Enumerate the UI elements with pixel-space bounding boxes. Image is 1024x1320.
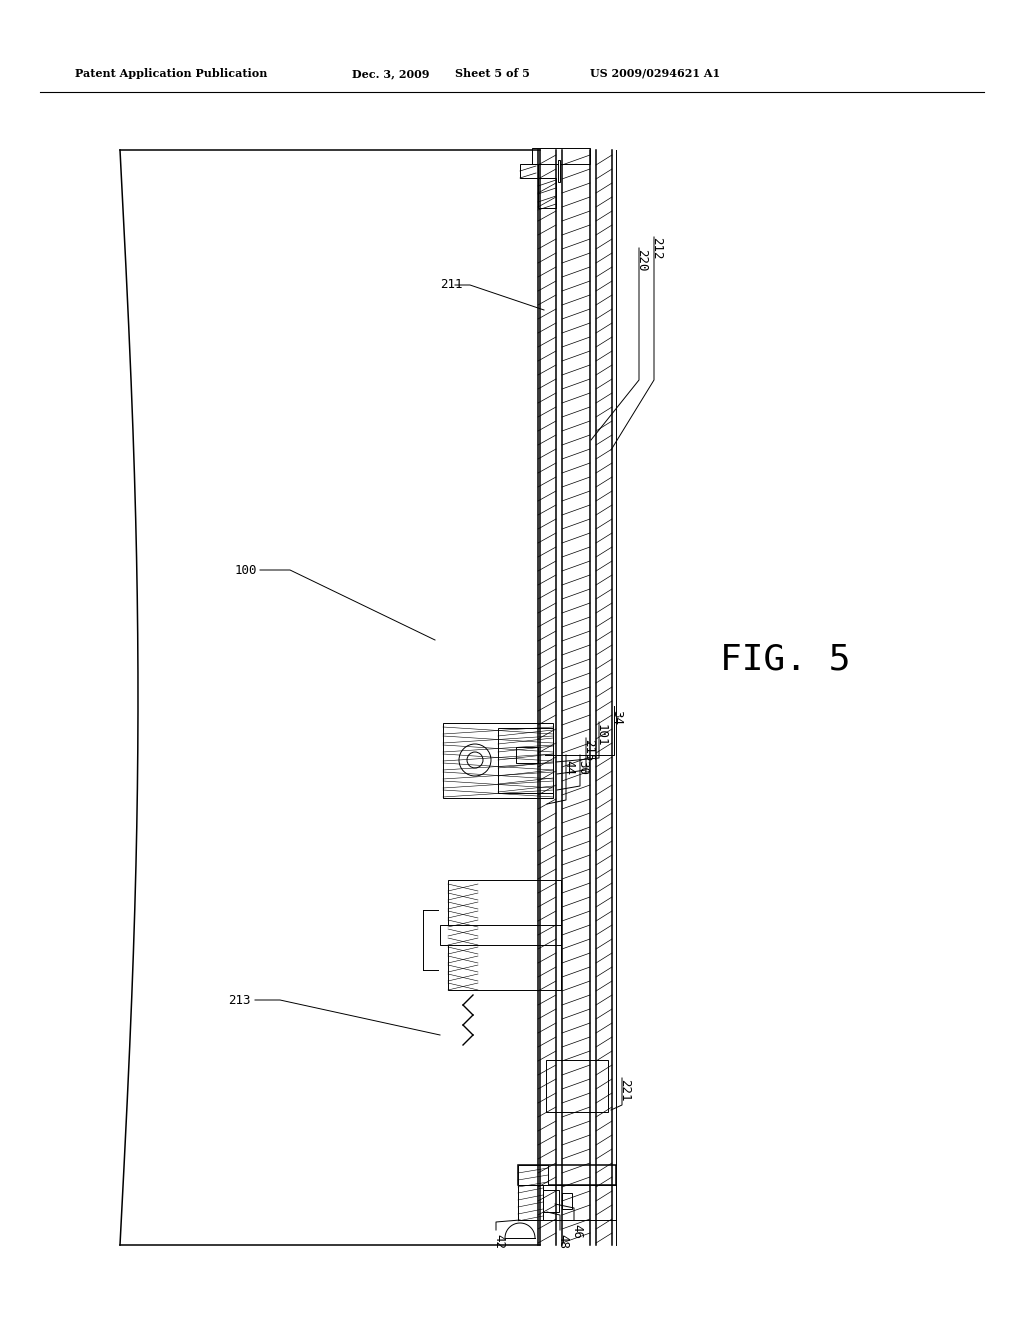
Bar (558, 160, 560, 182)
Text: US 2009/0294621 A1: US 2009/0294621 A1 (590, 69, 720, 79)
Text: Dec. 3, 2009: Dec. 3, 2009 (352, 69, 429, 79)
Bar (562, 1193, 572, 1209)
Bar (440, 925, 561, 945)
Text: 44: 44 (562, 760, 575, 776)
Bar (498, 729, 553, 793)
Circle shape (459, 744, 490, 776)
Text: 48: 48 (556, 1234, 569, 1250)
Bar (520, 164, 538, 178)
Bar (538, 178, 556, 209)
Bar (546, 1060, 608, 1111)
Text: 213: 213 (228, 994, 251, 1006)
Bar (443, 723, 553, 799)
Text: 46: 46 (570, 1225, 583, 1239)
Text: 212: 212 (650, 236, 663, 259)
Bar (532, 148, 590, 164)
Text: 215: 215 (582, 739, 595, 762)
Text: 30: 30 (575, 760, 589, 776)
Text: Sheet 5 of 5: Sheet 5 of 5 (455, 69, 529, 79)
Bar (518, 1166, 548, 1185)
Bar (518, 1185, 616, 1220)
Bar (449, 880, 561, 990)
Bar (518, 1166, 616, 1185)
Text: 211: 211 (440, 279, 463, 292)
Text: 221: 221 (618, 1078, 631, 1101)
Text: 220: 220 (635, 248, 648, 271)
Text: 42: 42 (492, 1234, 505, 1250)
Text: FIG. 5: FIG. 5 (720, 643, 851, 677)
Text: 100: 100 (234, 564, 257, 577)
Text: 101: 101 (595, 723, 608, 746)
Bar (543, 1191, 559, 1212)
Bar (516, 747, 538, 763)
Bar (518, 1185, 543, 1220)
Text: 34: 34 (610, 710, 623, 726)
Text: Patent Application Publication: Patent Application Publication (75, 69, 267, 79)
